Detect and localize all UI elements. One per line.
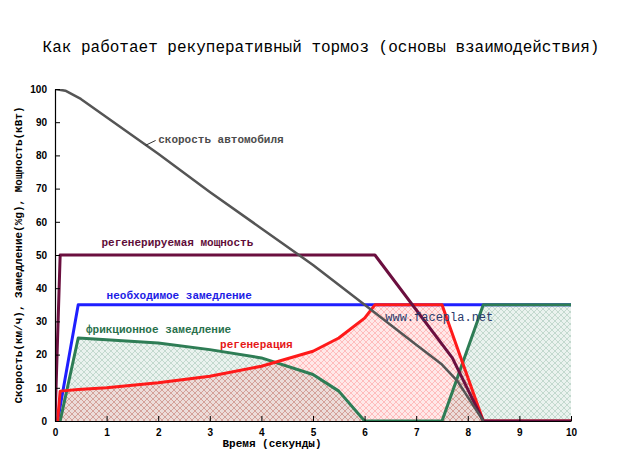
series-line: [60, 305, 571, 421]
tick-mark: [55, 122, 60, 123]
tick-mark: [55, 89, 60, 90]
annotation: www.facepla.net: [385, 311, 493, 325]
tick-label: 80: [36, 150, 48, 161]
tick-label: 0: [53, 427, 59, 438]
tick: 4: [259, 416, 265, 438]
tick: 7: [414, 416, 420, 438]
tick: 30: [36, 316, 60, 327]
tick-label: 100: [30, 84, 47, 95]
series-line: [55, 89, 483, 421]
tick: 3: [208, 416, 214, 438]
tick-mark: [55, 388, 60, 389]
tick-mark: [107, 416, 108, 421]
tick: 9: [517, 416, 523, 438]
tick: 10: [566, 416, 578, 438]
y-axis: 0 10 20 30 40 50 60 70 80 90 100: [30, 84, 60, 427]
tick-mark: [55, 288, 60, 289]
tick-mark: [365, 416, 366, 421]
tick: 6: [362, 416, 368, 438]
tick: 1: [104, 416, 110, 438]
chart-title: Как работает рекуперативный тормоз (осно…: [43, 39, 600, 57]
tick-label: 6: [362, 427, 368, 438]
tick-label: 90: [36, 117, 48, 128]
tick-mark: [55, 155, 60, 156]
tick-mark: [571, 416, 572, 421]
series-label: скорость автомобиля: [158, 134, 283, 146]
x-axis: 0 1 2 3 4 5 6 7 8 9 10: [53, 416, 578, 438]
series-label: необходимое замедление: [107, 290, 253, 302]
tick-mark: [158, 416, 159, 421]
tick-label: 3: [208, 427, 214, 438]
chart-svg: 0 10 20 30 40 50 60 70 80 90 100 0 1 2 3 4 5 6 7 8 9 10 Как ра…: [0, 0, 630, 459]
tick-mark: [55, 355, 60, 356]
series-label: регенерируемая мощность: [101, 237, 253, 249]
tick-label: 9: [517, 427, 523, 438]
tick-label: 4: [259, 427, 265, 438]
tick-label: 10: [566, 427, 578, 438]
tick-mark: [519, 416, 520, 421]
tick-label: 1: [104, 427, 110, 438]
tick-label: 7: [414, 427, 420, 438]
tick: 80: [36, 150, 60, 161]
tick-label: 10: [36, 383, 48, 394]
plot-area: [55, 89, 571, 421]
tick-label: 40: [36, 283, 48, 294]
tick-label: 30: [36, 316, 48, 327]
y-axis-title: Скорость(км/ч), Замедление(%g), Мощность…: [13, 106, 25, 403]
series-line: [58, 305, 571, 421]
tick: 5: [311, 416, 317, 438]
tick-mark: [210, 416, 211, 421]
tick-label: 50: [36, 250, 48, 261]
series-label: фрикционное замедление: [86, 324, 232, 336]
series-labels: необходимое замедление фрикционное замедл…: [86, 134, 293, 350]
tick-label: 8: [466, 427, 472, 438]
tick: 0: [53, 416, 59, 438]
tick-mark: [416, 416, 417, 421]
tick-mark: [55, 255, 60, 256]
tick-label: 20: [36, 349, 48, 360]
tick-mark: [55, 222, 60, 223]
tick-mark: [468, 416, 469, 421]
axis-line: [56, 421, 572, 422]
tick: 100: [30, 84, 60, 95]
tick: 90: [36, 117, 60, 128]
background: [0, 0, 630, 459]
tick-label: 0: [41, 416, 47, 427]
series-line: [58, 305, 571, 421]
series-label: регенерация: [220, 339, 293, 351]
tick-mark: [55, 189, 60, 190]
series-line: [55, 255, 571, 421]
tick: 50: [36, 250, 60, 261]
tick: 10: [36, 383, 60, 394]
tick-mark: [55, 416, 56, 421]
tick-label: 70: [36, 183, 48, 194]
tick-mark: [261, 416, 262, 421]
leader-line: [145, 140, 155, 145]
tick-mark: [313, 416, 314, 421]
tick-label: 2: [156, 427, 162, 438]
tick: 70: [36, 183, 60, 194]
tick: 8: [466, 416, 472, 438]
tick-mark: [55, 321, 60, 322]
x-axis-title: Время (секунды): [222, 438, 321, 450]
tick: 40: [36, 283, 60, 294]
tick: 20: [36, 349, 60, 360]
chart-container: 0 10 20 30 40 50 60 70 80 90 100 0 1 2 3 4 5 6 7 8 9 10 Как ра…: [0, 0, 630, 459]
area-fill: [58, 305, 571, 421]
tick-label: 60: [36, 217, 48, 228]
tick-label: 5: [311, 427, 317, 438]
tick: 2: [156, 416, 162, 438]
tick: 60: [36, 217, 60, 228]
